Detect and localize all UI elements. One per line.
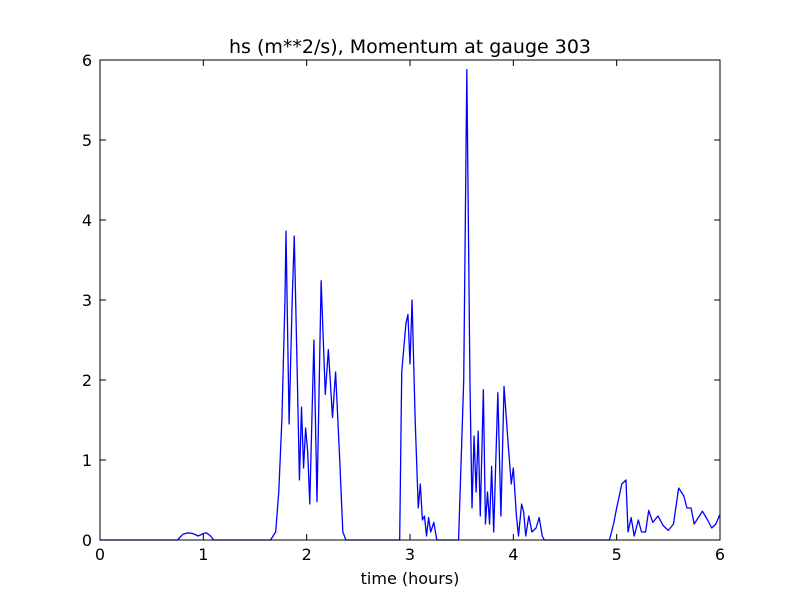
x-tick-label: 5 — [612, 545, 622, 564]
x-tick-label: 6 — [715, 545, 725, 564]
y-tick-label: 2 — [82, 371, 92, 390]
data-line — [100, 68, 721, 541]
x-tick-label: 0 — [95, 545, 105, 564]
y-tick-label: 5 — [82, 131, 92, 150]
x-tick-label: 2 — [302, 545, 312, 564]
chart-title: hs (m**2/s), Momentum at gauge 303 — [229, 36, 591, 58]
y-tick-label: 6 — [82, 51, 92, 70]
y-tick-label: 4 — [82, 211, 92, 230]
x-tick-label: 4 — [508, 545, 518, 564]
x-axis-label: time (hours) — [361, 569, 460, 588]
x-tick-label: 1 — [198, 545, 208, 564]
y-tick-label: 3 — [82, 291, 92, 310]
y-tick-label: 0 — [82, 531, 92, 550]
y-tick-label: 1 — [82, 451, 92, 470]
x-tick-label: 3 — [405, 545, 415, 564]
